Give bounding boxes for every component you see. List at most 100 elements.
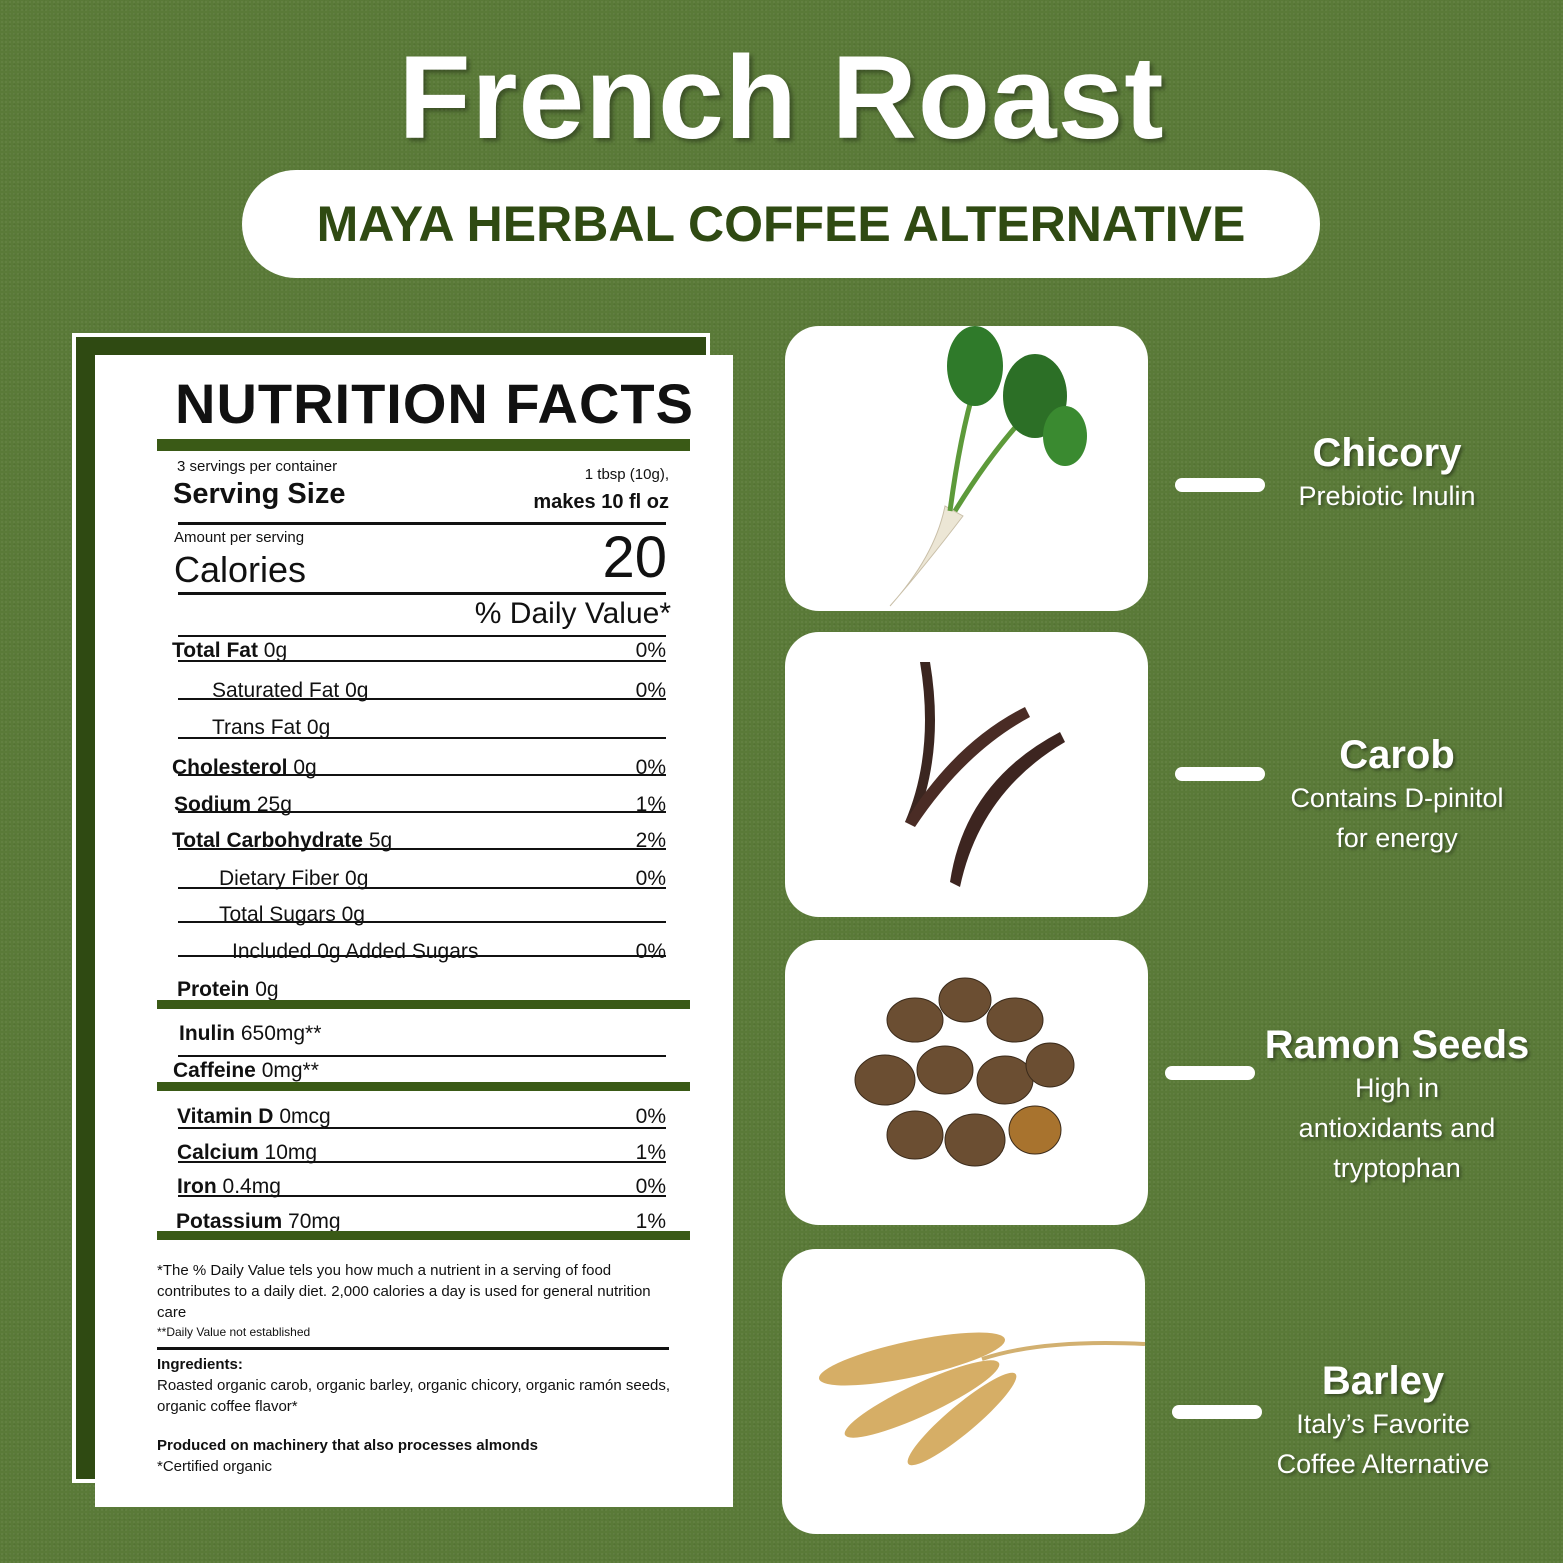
nutrient-row: Potassium 70mg 1% — [172, 1210, 666, 1234]
certified-organic: *Certified organic — [157, 1458, 273, 1475]
nutrient-name: Total Fat — [172, 639, 258, 662]
nutrient-row: Iron 0.4mg 0% — [172, 1175, 666, 1199]
divider — [157, 1347, 669, 1350]
nutrient-row: Total Fat 0g 0% — [172, 639, 666, 663]
divider — [178, 1161, 666, 1163]
nutrient-amount: 0.4mg — [222, 1175, 281, 1198]
nutrient-amount: 25g — [256, 793, 292, 816]
ingredient-name: Barley — [1321, 1359, 1445, 1403]
nutrient-name: Vitamin D — [177, 1105, 274, 1128]
nutrient-amount: 650mg** — [240, 1022, 322, 1045]
connector-line — [1175, 478, 1265, 492]
divider — [178, 887, 666, 889]
nutrient-daily-value: 1% — [635, 793, 666, 816]
divider — [178, 848, 666, 850]
ramon-seeds-image — [785, 940, 1148, 1225]
nutrient-name: Protein — [177, 978, 250, 1001]
page-title: French Roast — [398, 32, 1165, 164]
footnotes-block: *The % Daily Value tels you how much a n… — [157, 1260, 677, 1477]
divider — [178, 522, 666, 525]
nutrient-amount: 0g — [263, 639, 288, 662]
carob-image — [785, 632, 1148, 917]
nutrient-row: Calcium 10mg 1% — [172, 1141, 666, 1165]
footnote-daily-value: *The % Daily Value tels you how much a n… — [157, 1262, 651, 1321]
nutrient-name: Caffeine — [173, 1059, 256, 1082]
ingredient-name: Ramon Seeds — [1264, 1023, 1530, 1067]
nutrient-daily-value: 1% — [635, 1210, 666, 1233]
nutrient-row: Dietary Fiber 0g 0% — [172, 867, 666, 891]
nutrition-label: NUTRITION FACTS 3 servings per container… — [95, 355, 733, 1507]
serving-size-line2: makes 10 fl oz — [533, 491, 669, 513]
nutrient-row: Total Carbohydrate 5g 2% — [172, 829, 666, 853]
nutrient-amount: 70mg — [288, 1210, 341, 1233]
divider — [178, 1195, 666, 1197]
divider — [178, 737, 666, 739]
nutrient-amount: 0g — [345, 867, 369, 890]
nutrient-name: Saturated Fat — [212, 679, 340, 702]
calories-value: 20 — [602, 525, 667, 590]
nutrient-daily-value: 0% — [635, 756, 666, 779]
footnote-not-established: **Daily Value not established — [157, 1325, 311, 1339]
ingredient-benefit: tryptophan — [1333, 1153, 1461, 1183]
nutrient-name: Dietary Fiber — [219, 867, 340, 890]
ingredient-callout: Carob Contains D-pinitol for energy — [1227, 732, 1563, 858]
ingredient-callout: Chicory Prebiotic Inulin — [1217, 430, 1557, 516]
nutrient-row: Inulin 650mg** — [172, 1022, 666, 1046]
divider — [178, 660, 666, 662]
divider — [157, 1231, 690, 1240]
divider — [178, 955, 666, 957]
servings-per-container: 3 servings per container — [177, 458, 338, 475]
nutrient-daily-value: 0% — [635, 867, 666, 890]
nutrient-name: Calcium — [177, 1141, 259, 1164]
nutrient-daily-value: 0% — [635, 1175, 666, 1198]
connector-line — [1165, 1066, 1255, 1080]
nutrient-daily-value: 2% — [635, 829, 666, 852]
divider — [157, 1082, 690, 1091]
ingredients-label: Ingredients: — [157, 1356, 243, 1373]
nutrient-name: Potassium — [176, 1210, 283, 1233]
divider — [178, 592, 666, 595]
nutrient-daily-value: 1% — [635, 1141, 666, 1164]
nutrient-name: Iron — [177, 1175, 217, 1198]
calories-label: Calories — [174, 549, 307, 590]
divider — [178, 921, 666, 923]
nutrient-amount: 0g — [345, 679, 369, 702]
nutrient-daily-value: 0% — [635, 940, 666, 963]
spacer — [157, 1417, 677, 1435]
allergen-statement: Produced on machinery that also processe… — [157, 1437, 538, 1454]
nutrient-daily-value: 0% — [635, 679, 666, 702]
nutrient-name: Total Carbohydrate — [172, 829, 363, 852]
nutrient-amount: 0g — [255, 978, 279, 1001]
ingredient-callout: Barley Italy’s Favorite Coffee Alternative — [1213, 1358, 1553, 1484]
nutrient-name: Total Sugars — [219, 903, 336, 926]
ingredient-callout: Ramon Seeds High in antioxidants and trypto… — [1227, 1022, 1563, 1188]
ingredient-benefit: for energy — [1336, 823, 1458, 853]
nutrient-amount: 10mg — [264, 1141, 318, 1164]
serving-size-label: Serving Size — [173, 478, 346, 510]
divider — [178, 635, 666, 637]
amount-per-serving: Amount per serving — [174, 529, 305, 546]
nutrient-amount: 0mg** — [261, 1059, 319, 1082]
ingredient-benefit: Prebiotic Inulin — [1298, 481, 1476, 511]
ingredient-benefit: antioxidants and — [1298, 1113, 1496, 1143]
nutrient-row: Included 0g Added Sugars 0% — [172, 940, 666, 964]
serving-size-line1: 1 tbsp (10g), — [584, 466, 669, 483]
nutrient-name: Cholesterol — [172, 756, 288, 779]
nutrient-daily-value: 0% — [635, 639, 666, 662]
ingredient-benefit: Contains D-pinitol — [1290, 783, 1504, 813]
nutrient-row: Cholesterol 0g 0% — [172, 756, 666, 780]
nutrient-amount: 5g — [368, 829, 393, 852]
subtitle-banner: MAYA HERBAL COFFEE ALTERNATIVE — [242, 170, 1320, 278]
nutrient-amount: 0g — [341, 903, 365, 926]
ingredient-benefit: Coffee Alternative — [1276, 1449, 1490, 1479]
divider — [178, 811, 666, 813]
divider — [157, 439, 690, 451]
nutrient-amount: 0g — [306, 716, 331, 739]
nutrient-row: Caffeine 0mg** — [172, 1059, 666, 1083]
divider — [178, 1055, 666, 1057]
ingredients-text: Roasted organic carob, organic barley, o… — [157, 1377, 671, 1415]
nutrient-amount: 0mcg — [279, 1105, 331, 1128]
connector-line — [1175, 767, 1265, 781]
divider — [178, 698, 666, 700]
daily-value-header: % Daily Value* — [474, 597, 671, 630]
